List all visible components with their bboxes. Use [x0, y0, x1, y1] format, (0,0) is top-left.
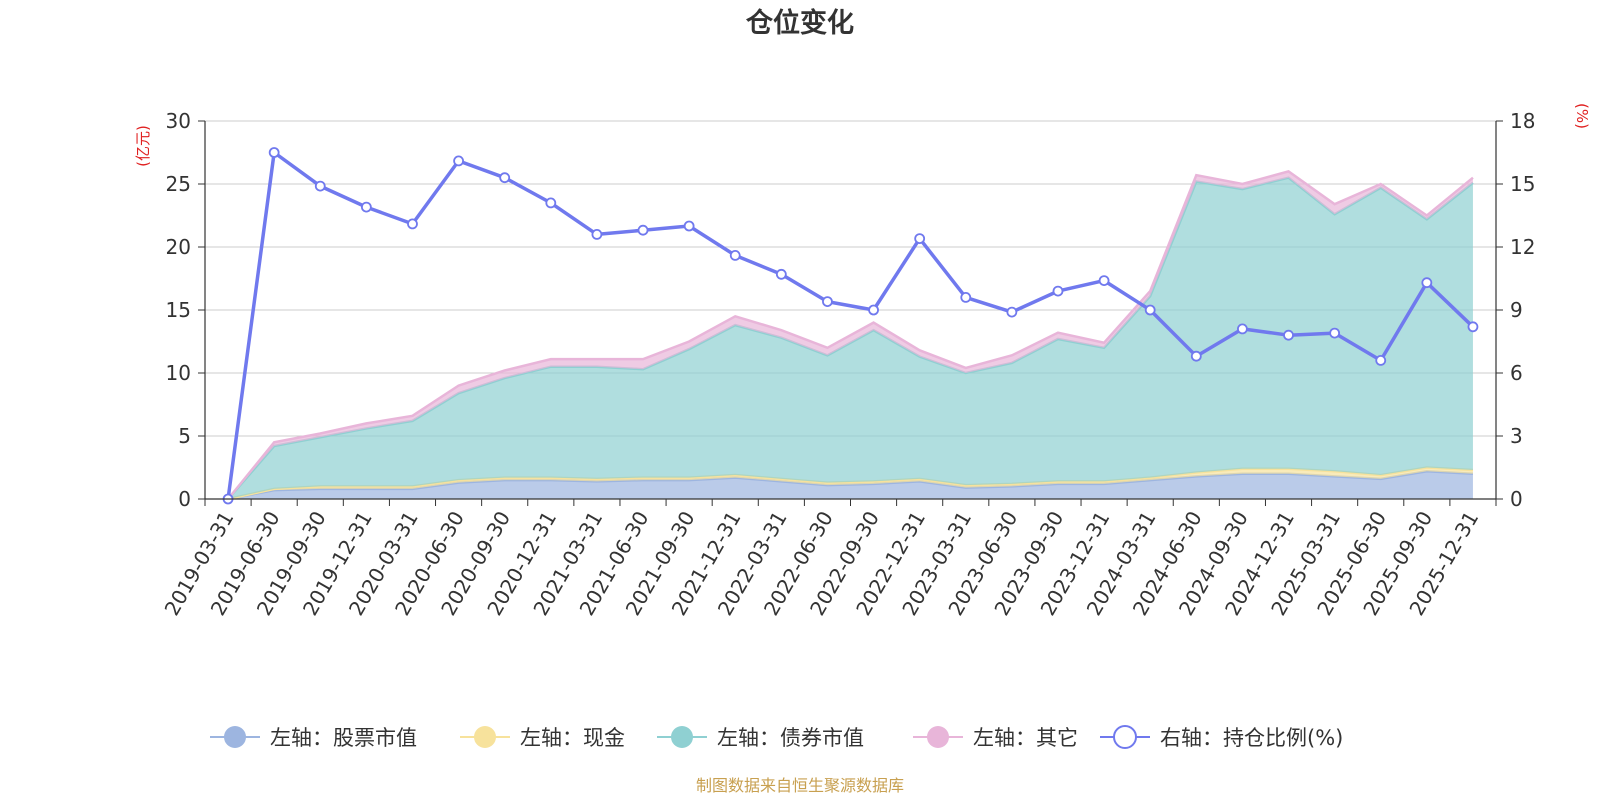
ratio-line: [226, 150, 1475, 500]
ratio-point: [1144, 304, 1156, 316]
right-axis-tick-label: 0: [1510, 487, 1523, 511]
ratio-point: [591, 228, 603, 240]
legend-marker: [224, 726, 246, 748]
legend-label: 左轴：其它: [973, 726, 1078, 750]
left-axis-tick-label: 30: [166, 109, 191, 133]
ratio-point: [1237, 323, 1248, 335]
ratio-point: [1098, 275, 1110, 287]
ratio-point: [1329, 327, 1341, 339]
ratio-point: [683, 220, 695, 232]
ratio-point: [775, 268, 787, 280]
ratio-point: [637, 224, 649, 236]
ratio-point: [1421, 277, 1433, 289]
left-axis-tick-label: 20: [166, 235, 191, 259]
legend-label: 左轴：现金: [520, 726, 625, 750]
left-axis-tick-label: 25: [166, 172, 191, 196]
ratio-point: [360, 201, 372, 213]
source-footer: 制图数据来自恒生聚源数据库: [696, 776, 904, 795]
legend-marker: [474, 726, 496, 748]
legend-label: 左轴：股票市值: [270, 726, 417, 750]
stacked-areas: [227, 170, 1474, 501]
ratio-point: [407, 218, 418, 230]
right-axis-tick-label: 3: [1510, 424, 1523, 448]
ratio-point: [499, 172, 511, 184]
left-axis-tick-label: 15: [166, 298, 191, 322]
legend: 左轴：股票市值 左轴：现金 左轴：债券市值 左轴：其它 右轴：持仓比例(%): [210, 725, 1343, 750]
left-axis-tick-label: 0: [178, 487, 191, 511]
ratio-point: [1052, 285, 1064, 297]
ratio-point: [1283, 329, 1294, 341]
ratio-point: [268, 147, 280, 158]
right-axis-tick-label: 12: [1510, 235, 1535, 259]
area-series-fill: [228, 467, 1473, 499]
legend-marker: [927, 726, 949, 748]
legend-label: 左轴：债券市值: [717, 726, 864, 750]
right-axis-label: (%): [1573, 103, 1591, 129]
left-axis-tick-label: 5: [178, 424, 191, 448]
ratio-line-series: [222, 147, 1479, 505]
ratio-point: [960, 291, 972, 303]
ratio-point: [729, 249, 741, 261]
ratio-point: [868, 304, 879, 316]
area-series-fill: [228, 177, 1473, 499]
chart-title: 仓位变化: [745, 7, 854, 39]
right-axis-tick-label: 15: [1510, 172, 1535, 196]
ratio-point: [453, 155, 464, 167]
legend-label: 右轴：持仓比例(%): [1160, 726, 1343, 750]
legend-marker: [1113, 725, 1137, 749]
right-axis-tick-label: 9: [1510, 298, 1523, 322]
legend-marker: [671, 726, 693, 748]
ratio-point: [1006, 306, 1018, 318]
ratio-point: [314, 180, 326, 192]
ratio-point: [822, 296, 833, 308]
left-axis-tick-label: 10: [166, 361, 191, 385]
left-axis-label: (亿元): [134, 125, 152, 167]
ratio-point: [545, 197, 557, 209]
ratio-point: [1375, 354, 1387, 366]
ratio-point: [1190, 350, 1202, 362]
ratio-point: [914, 233, 926, 245]
right-axis-tick-label: 6: [1510, 361, 1523, 385]
right-axis-tick-label: 18: [1510, 109, 1535, 133]
area-series-line: [227, 170, 1474, 500]
ratio-point: [1467, 321, 1479, 333]
